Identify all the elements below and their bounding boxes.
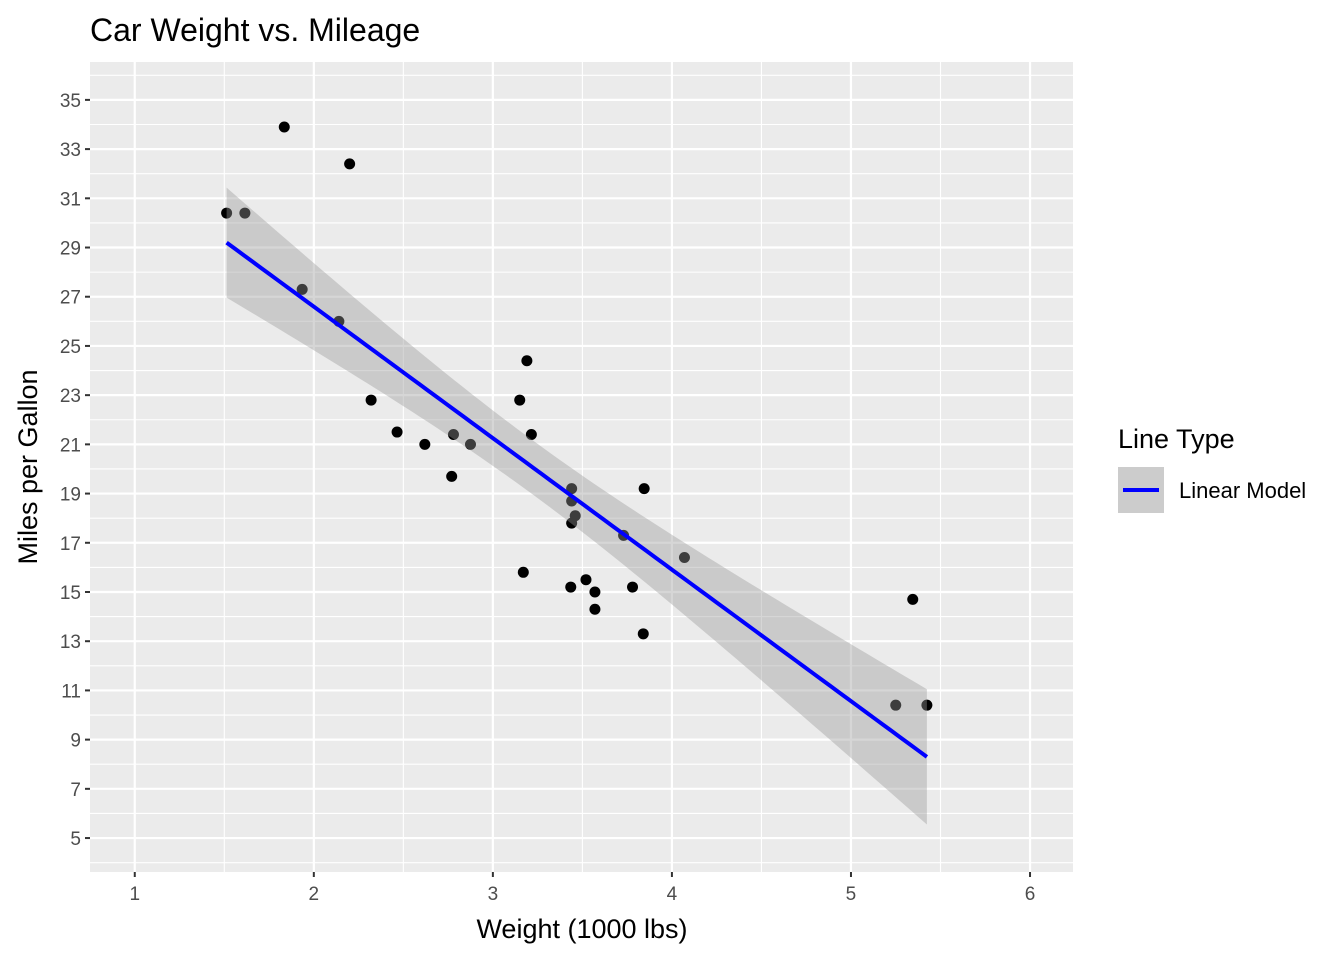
data-point [921,699,933,711]
plot-panel [90,62,1073,872]
data-point [419,438,431,450]
y-tick-label: 5 [70,829,81,850]
y-tick-label: 21 [60,435,81,456]
data-point [678,552,690,564]
x-tick-label: 1 [129,884,140,905]
x-tick-label: 6 [1025,884,1036,905]
data-point [890,699,902,711]
legend-title: Line Type [1118,424,1235,454]
x-tick-label: 3 [488,884,499,905]
y-tick-label: 31 [60,189,81,210]
y-tick-label: 13 [60,632,81,653]
y-tick-label: 7 [70,780,81,801]
x-tick-label: 2 [309,884,320,905]
data-point [589,603,601,615]
data-point [365,394,377,406]
data-point [565,581,577,593]
legend-entry-label: Linear Model [1179,478,1306,503]
chart-title: Car Weight vs. Mileage [90,12,420,48]
regression-line [225,241,929,759]
data-point [514,394,526,406]
data-point [627,581,639,593]
y-tick-label: 27 [60,288,81,309]
confidence-ribbon [226,187,927,825]
data-point [221,207,233,219]
legend: Line Type Linear Model [1118,424,1306,513]
points [221,121,933,711]
data-point [566,517,578,529]
data-point [296,283,308,295]
x-axis-label: Weight (1000 lbs) [476,914,687,944]
data-point [446,470,458,482]
y-tick-label: 33 [60,140,81,161]
data-point [580,574,592,586]
y-tick-label: 17 [60,534,81,555]
x-tick-label: 4 [667,884,678,905]
data-point [391,426,403,438]
y-tick-label: 23 [60,386,81,407]
fit [225,187,929,825]
data-point [637,628,649,640]
y-tick-label: 25 [60,337,81,358]
y-tick-label: 9 [70,731,81,752]
data-point [239,207,251,219]
data-point [344,158,356,170]
data-point [589,586,601,598]
x-tick-label: 5 [846,884,857,905]
data-point [525,429,537,441]
data-point [447,429,459,441]
data-point [278,121,290,133]
y-tick-label: 15 [60,583,81,604]
y-tick-label: 35 [60,91,81,112]
y-tick-label: 19 [60,485,81,506]
data-point [907,593,919,605]
data-point [566,483,578,495]
data-point [517,566,529,578]
data-point [638,483,650,495]
y-tick-label: 11 [61,681,81,702]
grid [90,62,1073,872]
y-tick-label: 29 [60,239,81,260]
data-point [521,355,533,367]
y-axis-label: Miles per Gallon [13,369,43,564]
data-point [464,438,476,450]
